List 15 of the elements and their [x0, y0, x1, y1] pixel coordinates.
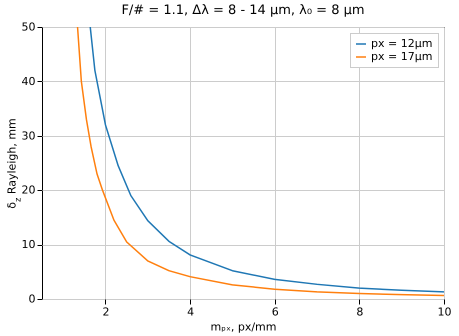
x-tick-label: 2 — [102, 306, 110, 318]
x-tick-label: 6 — [272, 306, 279, 318]
x-axis-title: mₚₓ, px/mm — [210, 320, 276, 334]
y-tick-label: 20 — [22, 184, 36, 197]
y-tick-label: 50 — [22, 20, 36, 34]
y-tick-label: 10 — [22, 238, 36, 252]
x-tick-label: 4 — [187, 306, 194, 318]
x-tick-label: 10 — [438, 306, 452, 318]
legend-label: px = 12μm — [371, 37, 432, 50]
y-tick-label: 0 — [28, 292, 36, 306]
x-tick-label: 8 — [356, 306, 364, 318]
chart-title: F/# = 1.1, Δλ = 8 - 14 μm, λ₀ = 8 μm — [121, 3, 365, 18]
y-tick-label: 40 — [22, 74, 36, 88]
legend-label: px = 17μm — [371, 50, 432, 63]
y-tick-label: 30 — [22, 129, 36, 142]
